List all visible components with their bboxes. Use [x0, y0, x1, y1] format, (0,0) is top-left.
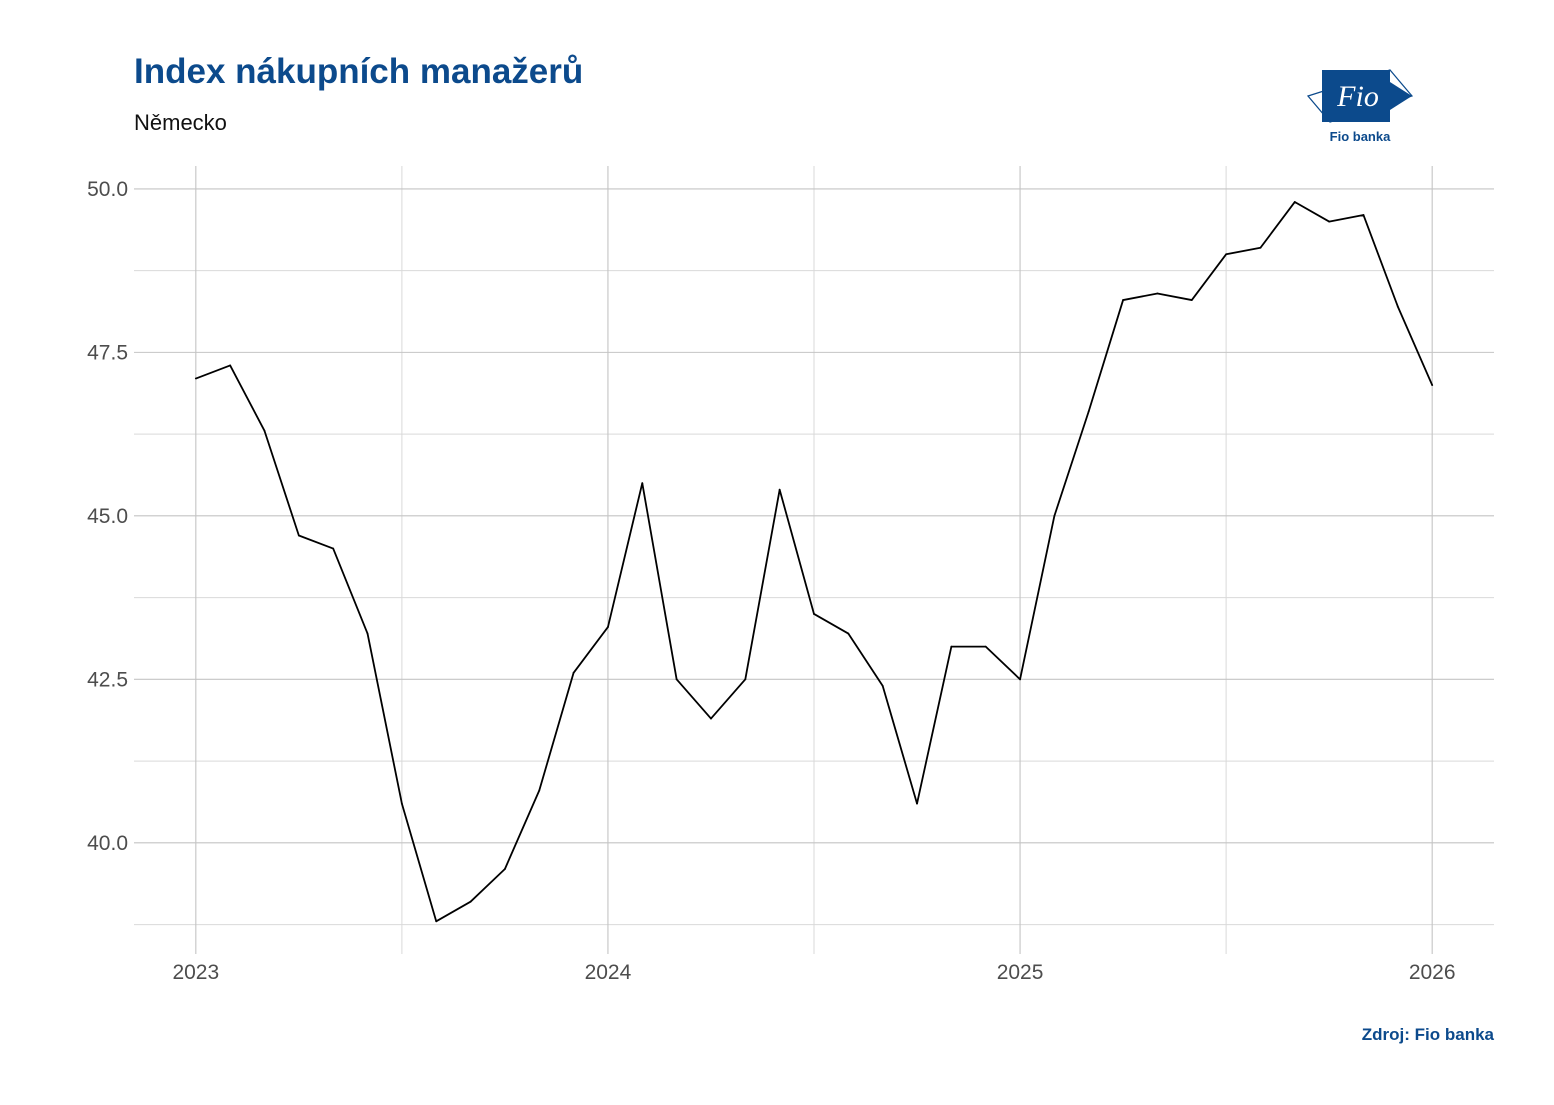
data-point [881, 684, 884, 687]
data-point [572, 671, 575, 674]
chart-title: Index nákupních manažerů [134, 52, 584, 91]
data-point [778, 488, 781, 491]
chart-subtitle: Německo [134, 110, 227, 135]
data-point [400, 802, 403, 805]
minor-gridlines [134, 166, 1494, 954]
data-point [984, 645, 987, 648]
x-tick-label: 2026 [1409, 961, 1456, 984]
data-point [1396, 305, 1399, 308]
data-point [950, 645, 953, 648]
y-axis-labels: 40.0 42.5 45.0 47.5 50.0 [87, 178, 128, 855]
data-point [1053, 514, 1056, 517]
data-point [366, 632, 369, 635]
series-layer [194, 201, 1434, 923]
data-point [1156, 292, 1159, 295]
data-point [641, 482, 644, 485]
data-point [675, 678, 678, 681]
y-tick-label: 47.5 [87, 341, 128, 364]
data-point [1431, 384, 1434, 386]
data-point [229, 364, 232, 367]
data-point [435, 920, 438, 923]
data-point [744, 678, 747, 681]
data-point [504, 868, 506, 870]
data-point [263, 429, 266, 432]
data-point [1293, 201, 1296, 203]
data-point [847, 632, 850, 635]
data-point [710, 717, 712, 720]
data-point [297, 534, 300, 537]
data-point [607, 626, 609, 628]
data-point [1225, 253, 1228, 256]
major-gridlines [134, 166, 1494, 954]
data-point [194, 377, 197, 380]
data-point [1190, 299, 1193, 301]
source-note: Zdroj: Fio banka [1361, 1025, 1494, 1044]
logo-caption: Fio banka [1330, 129, 1391, 144]
fio-logo-icon: Fio Fio banka [1306, 69, 1414, 144]
x-axis-labels: 2023 2024 2025 2026 [172, 961, 1455, 984]
data-point [1122, 299, 1124, 301]
data-point [1362, 214, 1365, 216]
x-tick-label: 2023 [172, 961, 219, 984]
y-tick-label: 40.0 [87, 832, 128, 855]
data-point [469, 900, 472, 903]
data-point [1087, 410, 1090, 413]
data-point [538, 789, 541, 792]
data-point [1019, 678, 1021, 681]
x-tick-label: 2024 [585, 961, 632, 984]
y-tick-label: 42.5 [87, 668, 128, 691]
y-tick-label: 45.0 [87, 505, 128, 528]
y-tick-label: 50.0 [87, 178, 128, 201]
logo-text: Fio [1336, 80, 1379, 113]
data-point [916, 802, 918, 805]
fio-logo-mark: Fio Fio banka [1306, 69, 1414, 144]
data-point [1259, 246, 1262, 249]
data-point [1328, 220, 1331, 223]
x-tick-label: 2025 [997, 961, 1044, 984]
data-point [813, 613, 815, 615]
data-point [332, 547, 335, 550]
